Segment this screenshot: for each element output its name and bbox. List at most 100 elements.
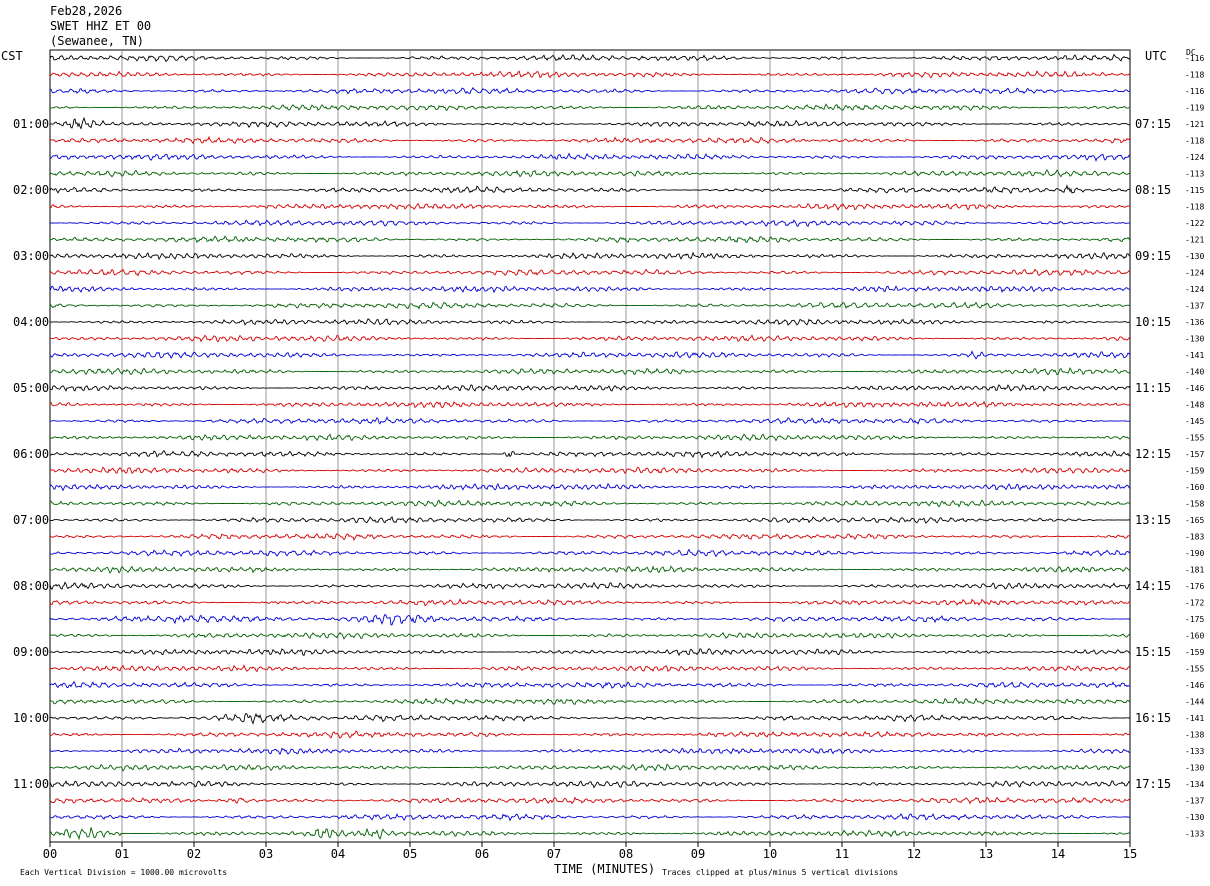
x-tick-label: 01 bbox=[115, 847, 129, 861]
trace-13 bbox=[49, 268, 1131, 277]
x-tick-label: 08 bbox=[619, 847, 633, 861]
dc-label: DC bbox=[1186, 48, 1196, 57]
utc-hour-label: 12:15 bbox=[1135, 447, 1171, 461]
utc-hour-label: 15:15 bbox=[1135, 645, 1171, 659]
cst-hour-label: 11:00 bbox=[13, 777, 49, 791]
trace-37 bbox=[49, 664, 1131, 673]
trace-36 bbox=[49, 648, 1131, 657]
trace-33 bbox=[49, 598, 1131, 607]
trace-29 bbox=[49, 533, 1131, 541]
trace-24 bbox=[50, 449, 1131, 459]
dc-offset-label: -160 bbox=[1185, 632, 1204, 641]
x-tick-label: 03 bbox=[259, 847, 273, 861]
trace-40 bbox=[49, 712, 1130, 725]
trace-46 bbox=[50, 812, 1130, 822]
header-date: Feb28,2026 bbox=[50, 4, 123, 18]
right-timezone-label: UTC bbox=[1145, 49, 1167, 63]
trace-14 bbox=[49, 285, 1131, 294]
dc-offset-label: -138 bbox=[1185, 731, 1204, 740]
trace-6 bbox=[49, 152, 1131, 162]
trace-8 bbox=[49, 184, 1131, 195]
dc-offset-label: -140 bbox=[1185, 368, 1204, 377]
utc-hour-label: 16:15 bbox=[1135, 711, 1171, 725]
dc-offset-label: -130 bbox=[1185, 813, 1204, 822]
dc-offset-label: -137 bbox=[1185, 302, 1204, 311]
utc-hour-label: 13:15 bbox=[1135, 513, 1171, 527]
trace-38 bbox=[49, 680, 1131, 689]
trace-17 bbox=[49, 334, 1131, 343]
dc-offset-label: -146 bbox=[1185, 681, 1204, 690]
utc-hour-label: 09:15 bbox=[1135, 249, 1171, 263]
plot-frame bbox=[49, 49, 1131, 843]
utc-hour-label: 11:15 bbox=[1135, 381, 1171, 395]
dc-offset-label: -190 bbox=[1185, 549, 1204, 558]
left-timezone-label: CST bbox=[1, 49, 23, 63]
trace-18 bbox=[49, 350, 1131, 360]
dc-offset-label: -134 bbox=[1185, 780, 1204, 789]
utc-hour-label: 07:15 bbox=[1135, 117, 1171, 131]
dc-offset-label: -118 bbox=[1185, 71, 1204, 80]
dc-offset-label: -181 bbox=[1185, 566, 1204, 575]
header-location: (Sewanee, TN) bbox=[50, 34, 144, 48]
trace-43 bbox=[49, 763, 1131, 772]
trace-0 bbox=[49, 53, 1131, 63]
dc-offset-label: -148 bbox=[1185, 401, 1204, 410]
x-tick-label: 00 bbox=[43, 847, 57, 861]
x-tick-label: 15 bbox=[1123, 847, 1137, 861]
dc-offset-label: -176 bbox=[1185, 582, 1204, 591]
dc-offset-label: -124 bbox=[1185, 153, 1204, 162]
utc-hour-label: 08:15 bbox=[1135, 183, 1171, 197]
x-tick-label: 13 bbox=[979, 847, 993, 861]
cst-hour-label: 05:00 bbox=[13, 381, 49, 395]
trace-11 bbox=[49, 235, 1131, 244]
trace-9 bbox=[50, 202, 1131, 211]
dc-offset-label: -133 bbox=[1185, 830, 1204, 839]
trace-22 bbox=[50, 416, 1131, 425]
x-tick-label: 04 bbox=[331, 847, 345, 861]
trace-15 bbox=[49, 301, 1131, 310]
dc-offset-label: -157 bbox=[1185, 450, 1204, 459]
dc-offset-label: -133 bbox=[1185, 747, 1204, 756]
dc-offset-label: -130 bbox=[1185, 335, 1204, 344]
cst-hour-label: 01:00 bbox=[13, 117, 49, 131]
trace-25 bbox=[50, 466, 1131, 475]
dc-offset-label: -175 bbox=[1185, 615, 1204, 624]
dc-offset-label: -121 bbox=[1185, 236, 1204, 245]
x-tick-label: 10 bbox=[763, 847, 777, 861]
trace-42 bbox=[49, 747, 1131, 756]
dc-offset-label: -124 bbox=[1185, 285, 1204, 294]
cst-hour-label: 08:00 bbox=[13, 579, 49, 593]
trace-12 bbox=[49, 251, 1131, 261]
utc-hour-label: 10:15 bbox=[1135, 315, 1171, 329]
cst-hour-label: 06:00 bbox=[13, 447, 49, 461]
trace-16 bbox=[49, 318, 1131, 326]
trace-47 bbox=[49, 827, 1131, 841]
trace-26 bbox=[49, 482, 1131, 492]
dc-offset-label: -165 bbox=[1185, 516, 1204, 525]
dc-offset-label: -158 bbox=[1185, 500, 1204, 509]
dc-offset-label: -146 bbox=[1185, 384, 1204, 393]
x-tick-label: 14 bbox=[1051, 847, 1065, 861]
cst-hour-label: 10:00 bbox=[13, 711, 49, 725]
cst-hour-label: 04:00 bbox=[13, 315, 49, 329]
dc-offset-label: -115 bbox=[1185, 186, 1204, 195]
dc-offset-label: -145 bbox=[1185, 417, 1204, 426]
trace-41 bbox=[49, 730, 1131, 739]
dc-offset-label: -116 bbox=[1185, 54, 1204, 63]
dc-offset-label: -137 bbox=[1185, 797, 1204, 806]
dc-offset-label: -136 bbox=[1185, 318, 1204, 327]
x-axis-title: TIME (MINUTES) bbox=[554, 862, 656, 876]
trace-21 bbox=[49, 400, 1131, 409]
trace-4 bbox=[50, 116, 1131, 130]
trace-1 bbox=[49, 70, 1131, 79]
trace-44 bbox=[49, 780, 1131, 789]
trace-45 bbox=[49, 796, 1131, 805]
x-tick-label: 07 bbox=[547, 847, 561, 861]
cst-hour-label: 07:00 bbox=[13, 513, 49, 527]
dc-offset-label: -159 bbox=[1185, 467, 1204, 476]
trace-27 bbox=[49, 499, 1131, 508]
x-tick-label: 11 bbox=[835, 847, 849, 861]
header-station: SWET HHZ ET 00 bbox=[50, 19, 152, 33]
trace-34 bbox=[49, 613, 1130, 626]
